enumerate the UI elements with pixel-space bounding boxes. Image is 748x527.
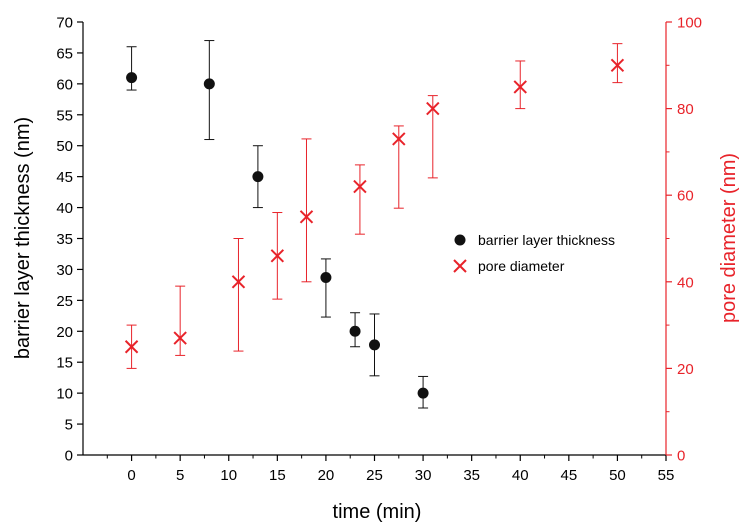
y-left-tick-label: 55 xyxy=(56,107,73,124)
data-point xyxy=(426,101,440,116)
y-left-tick-label: 0 xyxy=(65,448,73,465)
x-tick-label: 30 xyxy=(415,467,432,484)
data-point xyxy=(320,271,332,283)
y-axis-left-label: barrier layer thickness (nm) xyxy=(12,117,34,359)
y-left-tick-label: 40 xyxy=(56,200,73,217)
legend-label: pore diameter xyxy=(478,258,565,274)
data-point xyxy=(124,340,139,354)
cross-stroke xyxy=(610,58,625,73)
data-point xyxy=(513,80,527,94)
cross-stroke xyxy=(124,340,139,354)
data-point xyxy=(270,249,285,263)
data-point xyxy=(173,331,187,345)
error-bar xyxy=(126,46,137,91)
series-barrier-layer-thickness xyxy=(126,40,429,409)
cross-stroke xyxy=(231,275,246,289)
error-bar xyxy=(301,138,312,283)
series-pore-diameter xyxy=(124,43,625,369)
y-left-tick-label: 30 xyxy=(56,262,73,279)
x-tick-label: 50 xyxy=(609,467,626,484)
legend-item: barrier layer thickness xyxy=(454,232,615,248)
data-point xyxy=(610,58,625,73)
cross-stroke xyxy=(513,80,527,94)
x-tick-label: 5 xyxy=(176,467,184,484)
legend: barrier layer thickness pore diameter xyxy=(453,232,615,274)
y-left-tick-label: 35 xyxy=(56,231,73,248)
cross-stroke xyxy=(299,210,314,224)
x-tick-label: 0 xyxy=(127,467,135,484)
cross-stroke xyxy=(353,179,367,194)
y-right-tick-label: 20 xyxy=(677,361,694,378)
x-tick-label: 35 xyxy=(463,467,480,484)
y-axis-right: 0 20 40 60 80 100 xyxy=(666,15,702,465)
y-left-tick-label: 15 xyxy=(56,355,73,372)
error-bar xyxy=(612,43,623,84)
cross-stroke xyxy=(173,331,187,345)
cross-stroke xyxy=(392,132,406,146)
y-left-tick-label: 20 xyxy=(56,324,73,341)
error-bar xyxy=(233,238,244,352)
cross-stroke xyxy=(270,249,285,263)
y-left-tick-label: 5 xyxy=(65,417,73,434)
data-point xyxy=(203,78,215,90)
data-point xyxy=(417,387,429,399)
y-left-tick-label: 70 xyxy=(56,15,73,32)
y-left-tick-label: 65 xyxy=(56,45,73,62)
error-bar xyxy=(320,258,331,318)
y-axis-right-label: pore diameter (nm) xyxy=(718,153,740,323)
x-tick-label: 25 xyxy=(366,467,383,484)
data-point xyxy=(369,339,380,351)
legend-item: pore diameter xyxy=(453,258,565,274)
x-tick-label: 40 xyxy=(512,467,529,484)
y-left-tick-label: 25 xyxy=(56,293,73,310)
error-bar xyxy=(175,285,186,356)
x-axis-label: time (min) xyxy=(333,501,422,523)
y-right-tick-label: 40 xyxy=(677,274,694,291)
y-right-tick-label: 60 xyxy=(677,188,694,205)
y-left-tick-label: 10 xyxy=(56,386,73,403)
series-layer xyxy=(124,40,625,409)
x-tick-label: 45 xyxy=(560,467,577,484)
y-axis-left: 0 5 10 15 20 25 30 35 40 45 50 55 60 65 70 xyxy=(56,15,83,465)
cross-stroke xyxy=(426,101,440,116)
data-point xyxy=(126,72,138,84)
y-left-tick-label: 60 xyxy=(56,76,73,93)
data-point xyxy=(353,179,367,194)
y-left-tick-label: 45 xyxy=(56,169,73,186)
data-point xyxy=(299,210,314,224)
y-left-tick-label: 50 xyxy=(56,138,73,155)
x-tick-label: 10 xyxy=(220,467,237,484)
data-point xyxy=(231,275,246,289)
legend-marker xyxy=(453,259,467,273)
x-axis: 0 5 10 15 20 25 30 35 40 45 50 55 xyxy=(106,455,675,484)
x-tick-label: 20 xyxy=(318,467,335,484)
error-bar xyxy=(204,40,215,141)
y-right-tick-label: 80 xyxy=(677,101,694,118)
error-bar xyxy=(354,164,365,235)
legend-label: barrier layer thickness xyxy=(478,232,615,248)
y-right-tick-label: 0 xyxy=(677,448,685,465)
error-bar xyxy=(515,60,526,110)
data-point xyxy=(349,325,361,337)
y-right-tick-label: 100 xyxy=(677,15,702,32)
data-point xyxy=(252,171,264,183)
x-tick-label: 55 xyxy=(658,467,675,484)
data-point xyxy=(392,132,406,146)
x-tick-label: 15 xyxy=(269,467,286,484)
legend-marker xyxy=(454,234,466,246)
